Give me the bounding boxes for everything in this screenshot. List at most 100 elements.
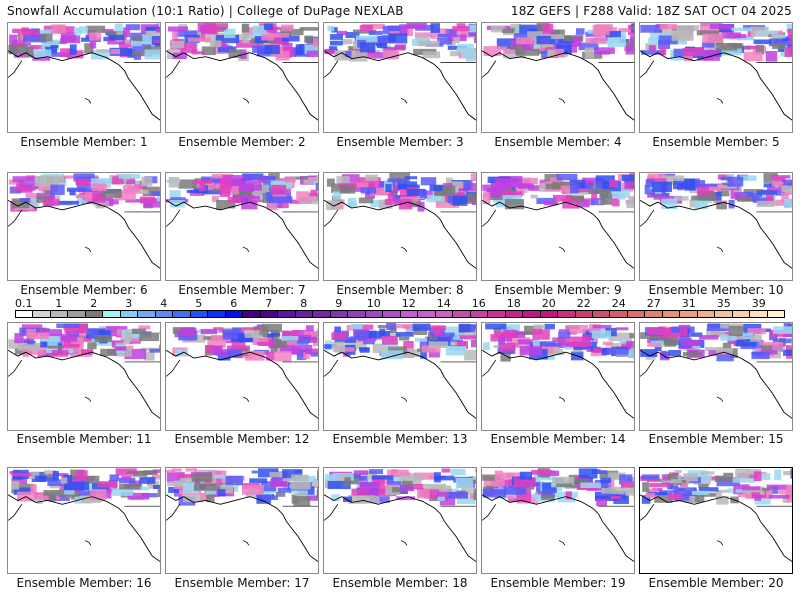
colorbar-cell [330,311,349,317]
panel-label: Ensemble Member: 14 [490,432,626,446]
colorbar-cell [68,311,86,317]
map-title: Snowfall Accumulation (10:1 Ratio) | Col… [7,4,404,18]
snowfall-map [166,23,318,121]
colorbar-cell [225,311,244,317]
ensemble-panel[interactable] [481,322,635,431]
colorbar-tick-label: 22 [576,297,591,310]
colorbar-cell [732,311,751,317]
snowfall-map [8,468,160,562]
snowfall-map [640,23,792,121]
panel-label: Ensemble Member: 7 [178,283,306,297]
snowfall-map [640,173,792,269]
colorbar-cell [295,311,314,317]
colorbar-cell [243,311,261,317]
ensemble-panel[interactable] [481,467,635,574]
colorbar-cell [662,311,681,317]
ensemble-panel[interactable] [7,172,161,281]
ensemble-panel[interactable] [481,172,635,281]
panel-label: Ensemble Member: 5 [652,135,780,149]
panel-label: Ensemble Member: 17 [174,576,310,590]
snowfall-map [324,468,476,562]
ensemble-panel[interactable] [165,172,319,281]
colorbar-cell [348,311,366,317]
snowfall-map [166,173,318,269]
snowfall-map [8,323,160,419]
ensemble-panel[interactable] [7,322,161,431]
panel-label: Ensemble Member: 18 [332,576,468,590]
panel-label: Ensemble Member: 2 [178,135,306,149]
ensemble-panel[interactable] [323,467,477,574]
colorbar-cell [610,311,628,317]
colorbar-cell [435,311,454,317]
colorbar-tick-label: 10 [366,297,381,310]
colorbar-tick-label: 7 [265,297,273,310]
ensemble-panel[interactable] [323,322,477,431]
snowfall-map [166,468,318,562]
colorbar-tick-label: 18 [506,297,521,310]
colorbar-cell [592,311,611,317]
snowfall-map [324,173,476,269]
colorbar-cell [173,311,191,317]
colorbar-tick-label: 9 [335,297,343,310]
panel-label: Ensemble Member: 8 [336,283,464,297]
colorbar-cell [365,311,384,317]
ensemble-panel[interactable] [323,22,477,133]
panel-label: Ensemble Member: 9 [494,283,622,297]
colorbar-tick-label: 24 [611,297,626,310]
colorbar-tick-label: 4 [160,297,168,310]
colorbar-cell [470,311,489,317]
colorbar-cell [453,311,471,317]
ensemble-panel[interactable] [7,467,161,574]
snowfall-map [8,173,160,269]
ensemble-panel[interactable] [165,467,319,574]
colorbar-cell [715,311,733,317]
colorbar-tick-label: 6 [230,297,238,310]
ensemble-panel[interactable] [639,172,793,281]
colorbar-tick-label: 27 [646,297,661,310]
ensemble-panel[interactable] [165,22,319,133]
ensemble-panel[interactable] [7,22,161,133]
snowfall-map [640,323,792,419]
colorbar-tick-label: 8 [300,297,308,310]
colorbar-cell [750,311,768,317]
panel-label: Ensemble Member: 19 [490,576,626,590]
colorbar-cell [767,311,785,317]
ensemble-panel[interactable] [165,322,319,431]
colorbar-tick-label: 35 [716,297,731,310]
ensemble-panel[interactable] [639,467,793,574]
colorbar-cell [190,311,209,317]
ensemble-panel[interactable] [323,172,477,281]
colorbar-cell [313,311,331,317]
colorbar-cell [33,311,51,317]
colorbar-tick-label: 2 [90,297,98,310]
ensemble-panel[interactable] [481,22,635,133]
ensemble-panel[interactable] [639,322,793,431]
colorbar-tick-label: 1 [55,297,63,310]
panel-label: Ensemble Member: 1 [20,135,148,149]
panel-label: Ensemble Member: 11 [16,432,152,446]
colorbar-cell [16,311,34,317]
colorbar-cell [208,311,226,317]
colorbar-tick-label: 0.1 [15,297,33,310]
ensemble-panel[interactable] [639,22,793,133]
panel-label: Ensemble Member: 12 [174,432,310,446]
colorbar-cell [50,311,69,317]
colorbar-cell [400,311,419,317]
colorbar-tick-label: 16 [471,297,486,310]
colorbar-cell [155,311,174,317]
snowfall-map [482,323,634,419]
panel-label: Ensemble Member: 16 [16,576,152,590]
colorbar-cell [627,311,646,317]
panel-label: Ensemble Member: 3 [336,135,464,149]
run-info: 18Z GEFS | F288 Valid: 18Z SAT OCT 04 20… [510,4,792,18]
snowfall-map [482,23,634,121]
colorbar-cell [488,311,506,317]
colorbar-cell [138,311,156,317]
colorbar-cell [540,311,559,317]
colorbar-cell [120,311,139,317]
colorbar-cell [85,311,104,317]
snowfall-map [8,23,160,121]
colorbar-cell [383,311,401,317]
colorbar-cell [645,311,663,317]
colorbar-cell [278,311,296,317]
